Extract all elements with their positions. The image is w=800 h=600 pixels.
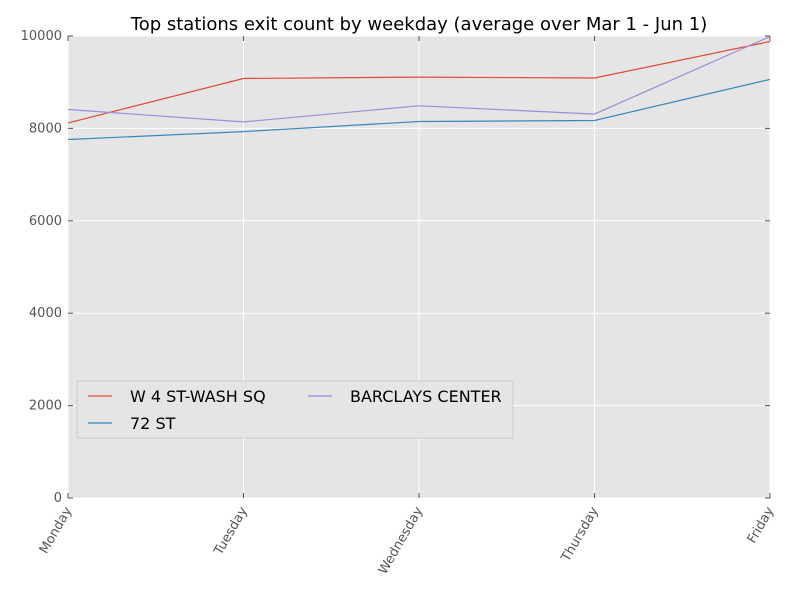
y-tick-label: 8000 — [29, 121, 62, 136]
x-tick-label: Thursday — [558, 504, 602, 565]
x-tick-labels: Monday Tuesday Wednesday Thursday Friday — [37, 504, 778, 577]
x-tick-label: Friday — [745, 504, 778, 546]
chart-title: Top stations exit count by weekday (aver… — [130, 14, 707, 35]
y-tick-label: 6000 — [29, 214, 62, 229]
series-line-1 — [67, 78, 771, 141]
legend-box — [76, 380, 514, 439]
x-tick-label: Wednesday — [376, 504, 427, 577]
axis-ticks — [67, 35, 771, 499]
legend: W 4 ST-WASH SQ 72 ST BARCLAYS CENTER — [76, 380, 514, 439]
y-tick-label: 4000 — [29, 306, 62, 321]
series-lines — [67, 35, 771, 141]
series-line-0 — [67, 40, 771, 124]
y-tick-labels: 0 2000 4000 6000 8000 10000 — [21, 29, 62, 506]
legend-label-2: BARCLAYS CENTER — [350, 387, 502, 406]
x-tick-label: Monday — [37, 504, 76, 556]
y-tick-label: 10000 — [21, 29, 62, 44]
y-tick-label: 0 — [54, 491, 62, 506]
legend-label-0: W 4 ST-WASH SQ — [130, 387, 266, 406]
series-line-2 — [67, 35, 771, 123]
x-tick-label: Tuesday — [211, 504, 251, 558]
legend-label-1: 72 ST — [130, 414, 176, 433]
y-tick-label: 2000 — [29, 399, 62, 414]
